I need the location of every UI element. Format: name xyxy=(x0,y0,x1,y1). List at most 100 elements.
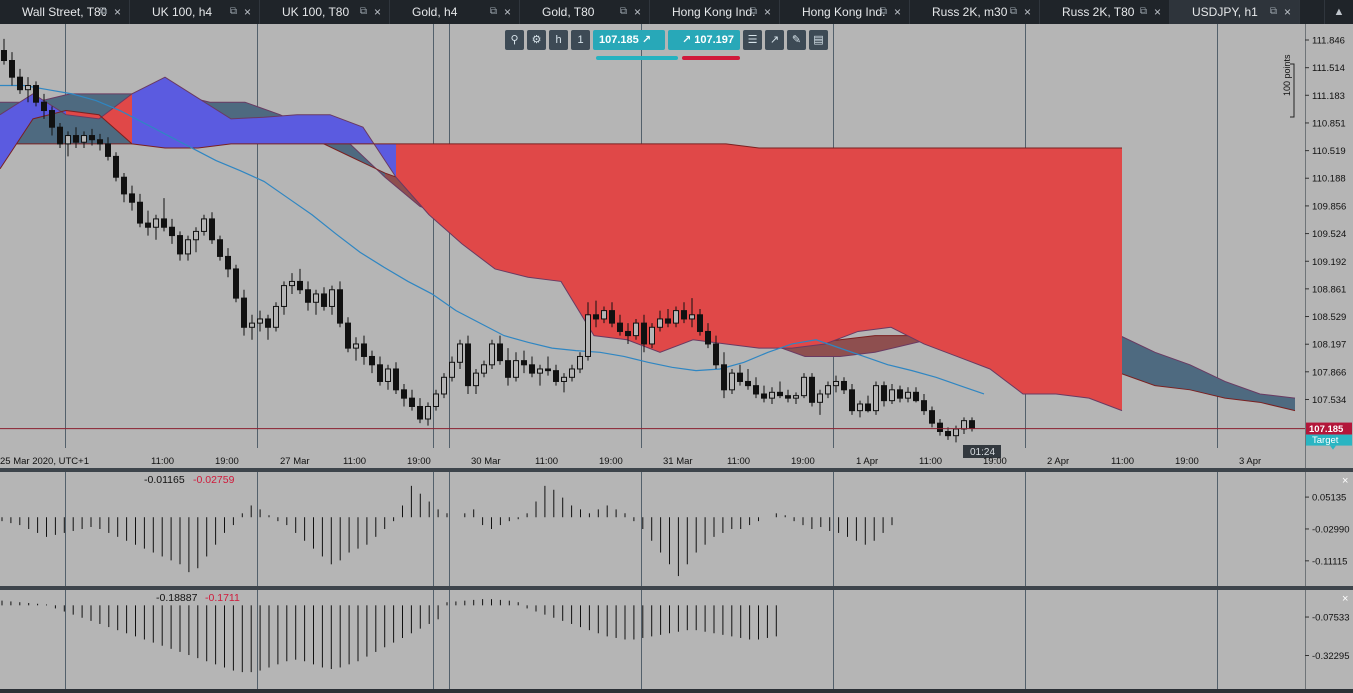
candle-body xyxy=(721,364,727,391)
tab-8[interactable]: Russ 2K, T80 ⧉ × xyxy=(1040,0,1170,24)
candle-body xyxy=(465,343,471,387)
candle-body xyxy=(393,368,399,391)
osc-tick-label: -0.11115 xyxy=(1312,556,1347,567)
detach-icon[interactable]: ⧉ xyxy=(619,6,627,17)
candle-body xyxy=(953,428,959,437)
detach-icon[interactable]: ⧉ xyxy=(1139,6,1147,17)
candle-body xyxy=(913,391,919,402)
candle-body xyxy=(737,372,743,382)
candle-body xyxy=(177,235,183,255)
detach-icon[interactable]: ⧉ xyxy=(1009,6,1017,17)
ichimoku-cloud-fast-segment xyxy=(759,148,792,349)
candle-body xyxy=(81,135,87,143)
countdown-box xyxy=(963,445,1001,458)
detach-icon[interactable]: ⧉ xyxy=(879,6,887,17)
ichimoku-cloud-fast-segment xyxy=(429,143,462,244)
ichimoku-cloud-fast-segment xyxy=(264,114,297,144)
candle-body xyxy=(897,389,903,399)
time-label: 11:00 xyxy=(1111,456,1134,467)
candle-body xyxy=(841,380,847,391)
close-icon[interactable]: × xyxy=(113,5,121,19)
tab-label: Russ 2K, m30 xyxy=(932,5,1008,19)
price-tick-label: 111.183 xyxy=(1312,91,1345,102)
candle-body xyxy=(97,139,103,145)
drawing-icon[interactable]: ✎ xyxy=(787,30,806,50)
candle-body xyxy=(169,226,175,237)
ichimoku-cloud-slow-segment xyxy=(70,93,105,144)
time-label: 27 Mar xyxy=(280,456,310,467)
list-icon[interactable]: ☰ xyxy=(743,30,762,50)
template-icon[interactable]: ▤ xyxy=(809,30,828,50)
close-icon[interactable]: × xyxy=(373,5,381,19)
close-icon[interactable]: × xyxy=(893,5,901,19)
price-tick-label: 108.861 xyxy=(1312,284,1346,295)
close-icon[interactable]: × xyxy=(1283,5,1291,19)
tab-0[interactable]: Wall Street, T80 ⧉ × xyxy=(0,0,130,24)
price-tick-label: 109.524 xyxy=(1312,229,1346,240)
close-icon[interactable]: × xyxy=(1023,5,1031,19)
buy-button[interactable]: ↗ 107.197 xyxy=(668,30,740,50)
candle-body xyxy=(497,343,503,362)
ichimoku-cloud-fast-segment xyxy=(990,148,1023,394)
ichimoku-cloud-fast-segment xyxy=(792,148,825,349)
tab-9[interactable]: USDJPY, h1 ⧉ × xyxy=(1170,0,1300,24)
detach-icon[interactable]: ⧉ xyxy=(359,6,367,17)
candle-body xyxy=(329,289,335,307)
tab-2[interactable]: UK 100, T80 ⧉ × xyxy=(260,0,390,24)
indicators-icon[interactable]: ↗ xyxy=(765,30,784,50)
close-icon[interactable]: × xyxy=(503,5,511,19)
candle-body xyxy=(585,314,591,357)
tab-4[interactable]: Gold, T80 ⧉ × xyxy=(520,0,650,24)
ichimoku-cloud-fast-segment xyxy=(660,143,693,353)
candle-body xyxy=(809,376,815,403)
tab-menu-button[interactable]: ▲ xyxy=(1324,0,1353,24)
tab-5[interactable]: Hong Kong Ind... ⧉ × xyxy=(650,0,780,24)
tab-6[interactable]: Hong Kong Ind... ⧉ × xyxy=(780,0,910,24)
candle-body xyxy=(353,343,359,349)
candle-body xyxy=(1,50,7,62)
close-icon[interactable]: × xyxy=(763,5,771,19)
tab-7[interactable]: Russ 2K, m30 ⧉ × xyxy=(910,0,1040,24)
detach-icon[interactable]: ⧉ xyxy=(1269,6,1277,17)
candle-body xyxy=(313,293,319,303)
candle-body xyxy=(833,380,839,387)
candle-body xyxy=(713,343,719,366)
candle-body xyxy=(425,405,431,420)
time-label: 2 Apr xyxy=(1047,456,1069,467)
candle-body xyxy=(385,368,391,382)
close-icon[interactable]: × xyxy=(1153,5,1161,19)
one-click-icon[interactable]: 1 xyxy=(571,30,590,50)
panel-separator xyxy=(0,468,1353,472)
tab-3[interactable]: Gold, h4 ⧉ × xyxy=(390,0,520,24)
candle-body xyxy=(417,405,423,420)
candle-body xyxy=(193,230,199,241)
detach-icon[interactable]: ⧉ xyxy=(99,6,107,17)
detach-icon[interactable]: ⧉ xyxy=(229,6,237,17)
tab-1[interactable]: UK 100, h4 ⧉ × xyxy=(130,0,260,24)
candle-body xyxy=(25,85,31,91)
close-icon[interactable]: × xyxy=(1342,475,1348,487)
close-icon[interactable]: × xyxy=(243,5,251,19)
sell-button[interactable]: 107.185 ↗ xyxy=(593,30,665,50)
chart-area[interactable]: 111.846 111.514 111.183 110.851 110.519 110.1… xyxy=(0,24,1353,693)
ichimoku-cloud-fast-segment xyxy=(693,143,726,344)
price-tick-label: 107.534 xyxy=(1312,395,1346,406)
candle-body xyxy=(665,318,671,324)
candle-body xyxy=(745,380,751,387)
candle-body xyxy=(753,385,759,395)
detach-icon[interactable]: ⧉ xyxy=(749,6,757,17)
candle-body xyxy=(473,372,479,387)
settings-icon[interactable]: ⚙ xyxy=(527,30,546,50)
close-icon[interactable]: × xyxy=(633,5,641,19)
candle-body xyxy=(9,60,15,78)
ichimoku-cloud-fast-segment xyxy=(726,143,759,349)
candle-body xyxy=(689,314,695,320)
detach-icon[interactable]: ⧉ xyxy=(489,6,497,17)
zoom-icon[interactable]: ⚲ xyxy=(505,30,524,50)
ichimoku-cloud-fast-segment xyxy=(825,148,858,344)
target-label: Target xyxy=(1312,435,1339,446)
candle-body xyxy=(521,360,527,366)
close-icon[interactable]: × xyxy=(1342,593,1348,605)
ichimoku-cloud-fast-segment xyxy=(66,110,99,119)
timeframe-button[interactable]: h xyxy=(549,30,568,50)
